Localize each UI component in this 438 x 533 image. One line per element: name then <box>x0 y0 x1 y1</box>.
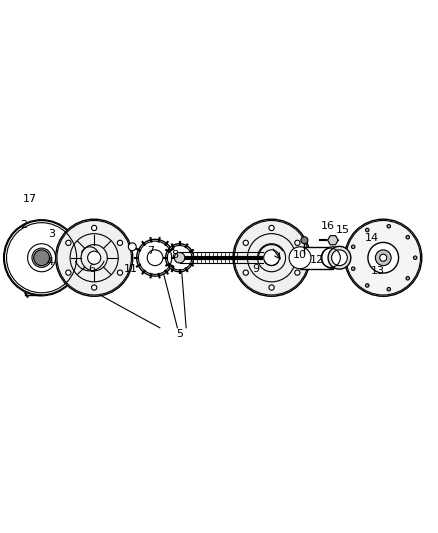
Circle shape <box>380 254 387 261</box>
Circle shape <box>387 224 391 228</box>
Circle shape <box>92 285 97 290</box>
Circle shape <box>92 225 97 231</box>
Circle shape <box>264 250 279 265</box>
Polygon shape <box>328 236 338 245</box>
Circle shape <box>351 245 355 248</box>
Circle shape <box>365 284 369 287</box>
Circle shape <box>345 219 422 296</box>
Circle shape <box>332 250 347 265</box>
Circle shape <box>34 250 49 265</box>
Circle shape <box>368 243 399 273</box>
Circle shape <box>387 287 391 291</box>
Text: 14: 14 <box>364 233 378 243</box>
Circle shape <box>413 256 417 260</box>
Circle shape <box>295 240 300 246</box>
Text: 11: 11 <box>124 264 138 273</box>
Circle shape <box>406 236 410 239</box>
Circle shape <box>301 237 308 244</box>
Circle shape <box>328 246 351 269</box>
Text: 5: 5 <box>176 329 183 340</box>
Circle shape <box>375 250 391 265</box>
Text: 15: 15 <box>336 225 350 235</box>
Circle shape <box>166 244 194 272</box>
Circle shape <box>56 219 133 296</box>
Circle shape <box>295 270 300 275</box>
Circle shape <box>406 277 410 280</box>
Text: 6: 6 <box>88 264 95 273</box>
Circle shape <box>289 247 311 269</box>
Bar <box>300 247 333 269</box>
Circle shape <box>117 270 123 275</box>
Text: 10: 10 <box>293 249 307 260</box>
Circle shape <box>32 248 51 268</box>
Circle shape <box>66 270 71 275</box>
Circle shape <box>137 239 173 276</box>
Circle shape <box>233 219 310 296</box>
Text: 7: 7 <box>148 246 155 256</box>
Circle shape <box>322 247 344 269</box>
Text: 12: 12 <box>310 255 324 265</box>
Circle shape <box>269 225 274 231</box>
Circle shape <box>243 270 248 275</box>
Text: 17: 17 <box>23 193 37 204</box>
Text: 3: 3 <box>48 229 55 239</box>
Circle shape <box>88 251 101 264</box>
Text: 16: 16 <box>321 221 335 231</box>
Text: 13: 13 <box>371 266 385 276</box>
Circle shape <box>4 221 79 295</box>
Circle shape <box>128 243 136 251</box>
Circle shape <box>269 285 274 290</box>
Text: 8: 8 <box>172 249 179 260</box>
Text: 4: 4 <box>47 257 54 267</box>
Circle shape <box>365 228 369 232</box>
Circle shape <box>174 253 185 263</box>
Circle shape <box>117 240 123 246</box>
Text: 9: 9 <box>253 264 260 273</box>
Circle shape <box>351 267 355 270</box>
Text: 2: 2 <box>21 220 28 230</box>
Circle shape <box>243 240 248 246</box>
Circle shape <box>66 240 71 246</box>
